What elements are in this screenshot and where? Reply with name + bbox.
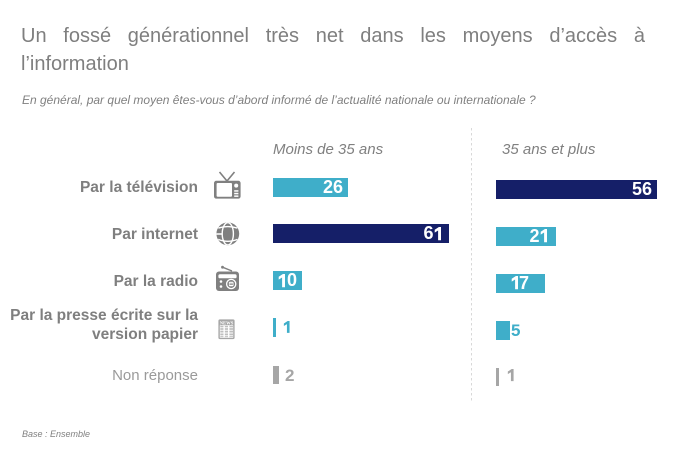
svg-text:NEWS: NEWS — [220, 320, 234, 325]
